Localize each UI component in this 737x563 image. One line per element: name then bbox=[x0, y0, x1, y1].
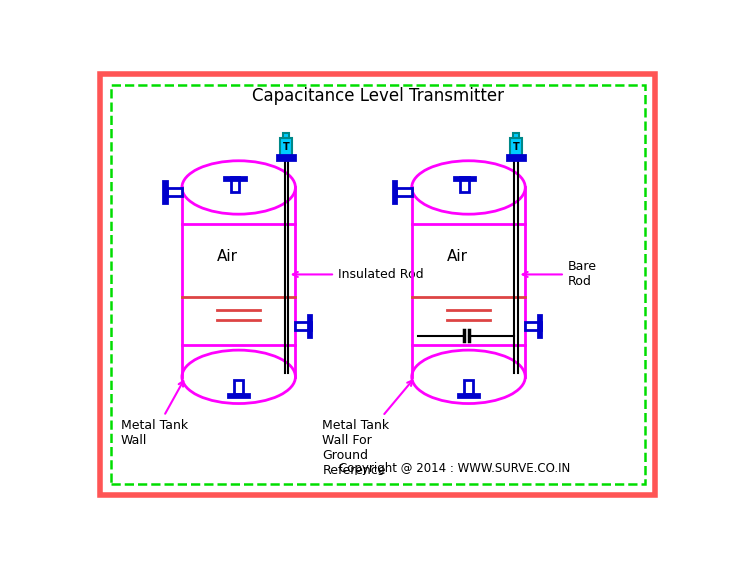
Bar bbox=[394, 181, 397, 203]
Bar bbox=[234, 380, 243, 394]
Bar bbox=[296, 321, 311, 330]
Text: Metal Tank
Wall For
Ground
Reference: Metal Tank Wall For Ground Reference bbox=[322, 381, 412, 477]
Bar bbox=[231, 177, 239, 192]
Text: T: T bbox=[513, 142, 520, 152]
Text: Bare
Rod: Bare Rod bbox=[523, 261, 597, 288]
Bar bbox=[464, 380, 472, 394]
Bar bbox=[167, 188, 182, 196]
Bar bbox=[525, 321, 541, 330]
Ellipse shape bbox=[182, 161, 296, 214]
Bar bbox=[182, 187, 296, 377]
Bar bbox=[280, 138, 293, 157]
Bar bbox=[461, 177, 469, 192]
Bar bbox=[458, 394, 479, 397]
Bar bbox=[224, 177, 245, 180]
Bar bbox=[454, 177, 475, 180]
Text: Air: Air bbox=[447, 249, 467, 264]
Bar bbox=[283, 133, 289, 138]
Text: Air: Air bbox=[217, 249, 237, 264]
Bar bbox=[308, 315, 311, 337]
Bar bbox=[513, 133, 519, 138]
Bar bbox=[228, 394, 249, 397]
Text: Capacitance Level Transmitter: Capacitance Level Transmitter bbox=[252, 87, 503, 105]
Text: Insulated Rod: Insulated Rod bbox=[293, 268, 423, 281]
Bar bbox=[507, 155, 525, 160]
Bar bbox=[537, 315, 541, 337]
Bar bbox=[164, 181, 167, 203]
Text: Copyright @ 2014 : WWW.SURVE.CO.IN: Copyright @ 2014 : WWW.SURVE.CO.IN bbox=[339, 462, 570, 475]
Ellipse shape bbox=[182, 350, 296, 404]
Ellipse shape bbox=[412, 350, 525, 404]
Text: Metal Tank
Wall: Metal Tank Wall bbox=[121, 381, 188, 447]
Ellipse shape bbox=[412, 161, 525, 214]
Bar bbox=[510, 138, 523, 157]
Bar bbox=[397, 188, 412, 196]
Bar bbox=[277, 155, 296, 160]
Text: T: T bbox=[283, 142, 290, 152]
Bar bbox=[412, 187, 525, 377]
